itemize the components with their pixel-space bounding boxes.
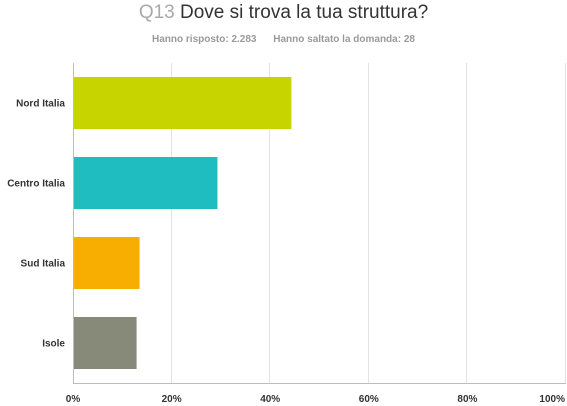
response-summary: Hanno risposto: 2.283 Hanno saltato la d… <box>0 33 567 47</box>
axes <box>73 63 566 384</box>
bar-nord-italia <box>74 77 292 129</box>
labels: Nord Italia Centro Italia Sud Italia Isole 0… <box>7 99 565 406</box>
category-label-sud-italia: Sud Italia <box>21 259 66 270</box>
question-text: Dove si trova la tua struttura? <box>180 2 429 23</box>
bar-centro-italia <box>74 157 218 209</box>
bar-sud-italia <box>74 237 140 289</box>
answered-count: Hanno risposto: 2.283 <box>152 34 257 45</box>
tick-label-100: 100% <box>539 394 565 405</box>
category-label-centro-italia: Centro Italia <box>7 179 65 190</box>
bars <box>74 77 292 369</box>
tick-label-0: 0% <box>66 394 81 405</box>
category-label-nord-italia: Nord Italia <box>16 99 65 110</box>
question-number: Q13 <box>138 2 175 23</box>
question-title: Q13 Dove si trova la tua struttura? <box>0 0 567 26</box>
tick-label-20: 20% <box>162 394 182 405</box>
skipped-count: Hanno saltato la domanda: 28 <box>273 34 415 45</box>
tick-label-60: 60% <box>359 394 379 405</box>
tick-label-80: 80% <box>457 394 477 405</box>
tick-label-40: 40% <box>260 394 280 405</box>
bar-isole <box>74 317 137 369</box>
category-label-isole: Isole <box>42 339 65 350</box>
